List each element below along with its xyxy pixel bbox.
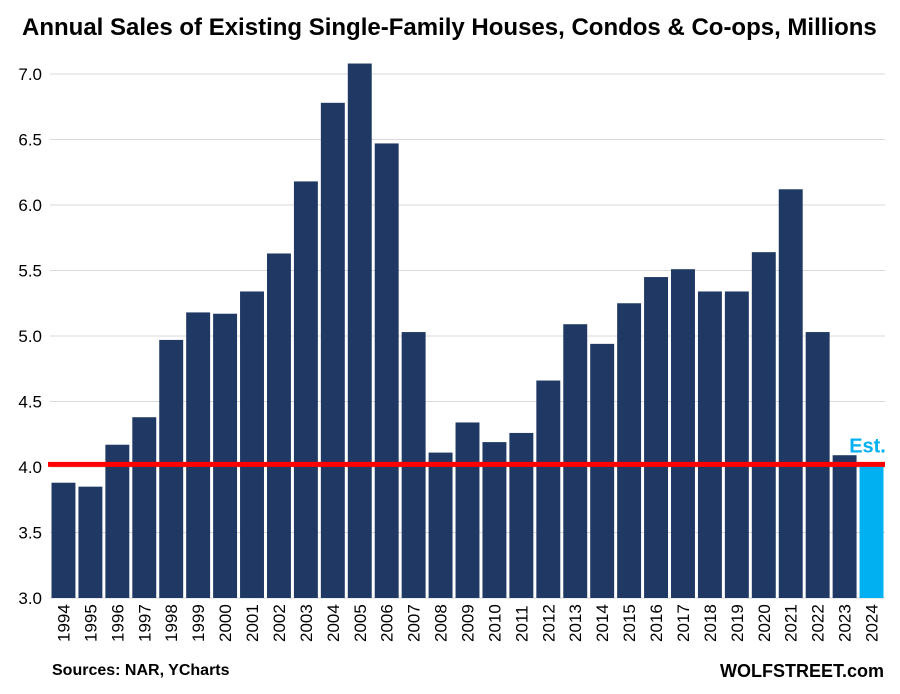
bar-2021 [778, 189, 803, 598]
bar-2001 [240, 291, 264, 598]
bar-2013 [563, 324, 588, 598]
y-tick-label: 5.0 [18, 327, 42, 346]
x-tick-label: 2007 [405, 604, 424, 642]
x-tick-label: 2023 [836, 604, 855, 642]
x-tick-label: 2014 [593, 604, 612, 642]
x-tick-label: 1994 [54, 604, 73, 642]
brand-label: WOLFSTREET.com [719, 661, 884, 681]
bars [51, 63, 884, 599]
x-tick-label: 2002 [270, 604, 289, 642]
bar-2016 [644, 277, 669, 598]
bar-2003 [293, 181, 318, 599]
x-tick-label: 2022 [809, 604, 828, 642]
bar-1998 [159, 339, 184, 598]
x-tick-label: 2016 [647, 604, 666, 642]
y-tick-label: 3.0 [18, 589, 42, 608]
bar-2009 [455, 422, 480, 598]
y-tick-label: 4.0 [18, 458, 42, 477]
bar-2024 [859, 464, 884, 598]
y-tick-label: 3.5 [18, 524, 42, 543]
bar-2005 [347, 63, 372, 598]
bar-2010 [482, 442, 507, 598]
x-tick-label: 2011 [512, 605, 531, 642]
bar-2020 [751, 252, 776, 598]
bar-2018 [697, 291, 722, 598]
x-tick-label: 1996 [108, 604, 127, 642]
bar-2019 [724, 291, 749, 598]
y-tick-label: 4.5 [18, 393, 42, 412]
bar-2012 [536, 380, 561, 598]
x-tick-label: 2021 [782, 604, 801, 642]
x-tick-label: 2020 [755, 604, 774, 642]
x-tick-label: 2009 [459, 604, 478, 642]
x-axis-ticks: 1994 1995 1996 1997 1998 1999 2000 2001 2002 2003… [54, 604, 881, 642]
bar-1995 [78, 486, 103, 598]
estimate-label: Est. [849, 435, 886, 457]
y-tick-label: 6.5 [18, 131, 42, 150]
bar-2017 [671, 269, 695, 598]
bar-2006 [374, 143, 399, 598]
bar-2023 [832, 455, 857, 598]
source-note: Sources: NAR, YCharts [52, 662, 230, 679]
x-tick-label: 2000 [216, 604, 235, 642]
bar-2004 [320, 102, 345, 598]
x-tick-label: 2024 [863, 604, 882, 642]
bar-2000 [213, 313, 238, 598]
x-tick-label: 2003 [297, 604, 316, 642]
bar-2008 [428, 452, 453, 598]
x-tick-label: 2004 [324, 604, 343, 642]
x-tick-label: 2001 [243, 604, 262, 642]
y-tick-label: 5.5 [18, 262, 42, 281]
x-tick-label: 2010 [485, 604, 504, 642]
x-tick-label: 1999 [189, 604, 208, 642]
bar-1999 [186, 312, 211, 598]
x-tick-label: 2008 [432, 604, 451, 642]
bar-2015 [617, 303, 642, 598]
bar-1996 [105, 444, 130, 598]
x-tick-label: 1997 [135, 604, 154, 642]
x-tick-label: 2018 [701, 604, 720, 642]
reference-line-group: Est. [48, 435, 886, 467]
bar-1994 [51, 482, 76, 598]
x-tick-label: 2017 [674, 604, 693, 642]
bar-2011 [509, 432, 534, 598]
x-tick-label: 2005 [351, 604, 370, 642]
y-axis-ticks: 3.0 3.5 4.0 4.5 5.0 5.5 6.0 6.5 7.0 [18, 65, 42, 608]
bar-2002 [266, 253, 291, 598]
y-tick-label: 7.0 [18, 65, 42, 84]
y-tick-label: 6.0 [18, 196, 42, 215]
x-tick-label: 2019 [728, 604, 747, 642]
x-tick-label: 1998 [162, 604, 181, 642]
bar-1997 [132, 417, 157, 598]
x-tick-label: 2015 [620, 604, 639, 642]
x-tick-label: 1995 [81, 604, 100, 642]
x-tick-label: 2012 [539, 604, 558, 642]
x-tick-label: 2006 [378, 604, 397, 642]
chart-title: Annual Sales of Existing Single-Family H… [22, 14, 877, 41]
x-tick-label: 2013 [566, 604, 585, 642]
bar-2014 [590, 343, 615, 598]
